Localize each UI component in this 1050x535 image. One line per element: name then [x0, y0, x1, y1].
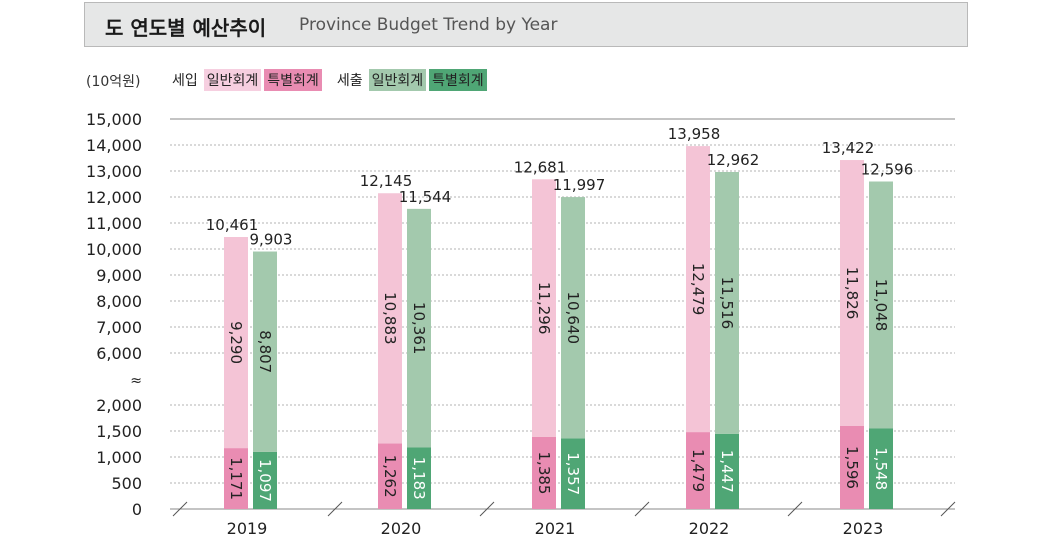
revenue-general-label: 9,290	[227, 321, 245, 364]
expenditure-special-bar	[869, 428, 893, 509]
revenue-general-label: 12,479	[689, 263, 707, 316]
revenue-total-label: 13,422	[822, 139, 875, 157]
expenditure-general-label: 10,361	[410, 302, 428, 355]
expenditure-total-label: 11,997	[553, 176, 606, 194]
legend-revenue-heading: 세입	[172, 73, 198, 89]
revenue-total-label: 12,145	[360, 172, 413, 190]
legend-expenditure-heading: 세출	[336, 73, 363, 89]
expenditure-total-label: 12,596	[861, 161, 914, 179]
revenue-special-bar	[532, 436, 556, 509]
axis-break-mark	[479, 501, 495, 517]
revenue-special-label: 1,479	[689, 449, 707, 492]
revenue-general-bar	[686, 146, 710, 433]
axis-break-mark	[172, 501, 188, 517]
revenue-general-label: 11,296	[535, 282, 553, 335]
y-tick-label: 9,000	[96, 266, 142, 285]
expenditure-special-bar	[561, 438, 585, 509]
chart-title: 도 연도별 예산추이	[105, 16, 267, 40]
y-tick-label: 12,000	[86, 188, 142, 207]
revenue-special-label: 1,262	[381, 455, 399, 498]
legend-revenue-general: 일반회계	[203, 69, 262, 91]
revenue-special-bar	[840, 426, 864, 509]
expenditure-general-label: 10,640	[564, 292, 582, 345]
revenue-general-bar	[840, 160, 864, 427]
expenditure-general-label: 11,048	[872, 279, 890, 332]
axis-break-mark	[787, 501, 803, 517]
legend-revenue-special: 특별회계	[264, 69, 322, 91]
expenditure-general-label: 11,516	[718, 277, 736, 330]
expenditure-special-label: 1,548	[872, 447, 890, 490]
expenditure-special-bar	[715, 433, 739, 509]
expenditure-special-label: 1,097	[256, 459, 274, 502]
revenue-general-bar	[532, 179, 556, 437]
y-tick-label: 500	[111, 474, 142, 493]
revenue-general-bar	[224, 237, 248, 449]
y-tick-label: 0	[132, 500, 142, 519]
y-tick-label: 14,000	[86, 136, 142, 155]
revenue-total-label: 10,461	[206, 216, 259, 234]
expenditure-special-bar	[407, 447, 431, 509]
revenue-total-label: 13,958	[668, 125, 721, 143]
expenditure-total-label: 12,962	[707, 151, 760, 169]
axis-break-mark	[940, 501, 956, 517]
x-tick-label: 2019	[227, 519, 268, 535]
x-tick-label: 2023	[843, 519, 884, 535]
legend-expenditure-general: 일반회계	[368, 69, 427, 91]
y-tick-label: 11,000	[86, 214, 142, 233]
revenue-special-bar	[378, 443, 402, 509]
expenditure-general-bar	[561, 197, 585, 439]
y-tick-label: 7,000	[96, 318, 142, 337]
expenditure-special-label: 1,357	[564, 452, 582, 495]
x-tick-label: 2021	[535, 519, 576, 535]
revenue-special-bar	[686, 432, 710, 509]
y-tick-label: 2,000	[96, 396, 142, 415]
y-tick-label: 6,000	[96, 344, 142, 363]
x-tick-label: 2022	[689, 519, 730, 535]
expenditure-general-label: 8,807	[256, 330, 274, 373]
revenue-special-label: 1,385	[535, 452, 553, 495]
revenue-special-label: 1,171	[227, 457, 245, 500]
axis-break-mark	[327, 501, 343, 517]
legend: 세입 일반회계 특별회계 세출 일반회계 특별회계	[172, 69, 490, 91]
expenditure-special-bar	[253, 451, 277, 509]
expenditure-special-label: 1,183	[410, 457, 428, 500]
expenditure-special-label: 1,447	[718, 450, 736, 493]
y-tick-label: 13,000	[86, 162, 142, 181]
y-tick-label: 10,000	[86, 240, 142, 259]
chart-subtitle: Province Budget Trend by Year	[299, 15, 558, 35]
revenue-special-bar	[224, 448, 248, 509]
title-bar: 도 연도별 예산추이 Province Budget Trend by Year	[84, 2, 968, 47]
y-tick-label: 1,000	[96, 448, 142, 467]
y-tick-label: 8,000	[96, 292, 142, 311]
revenue-general-label: 10,883	[381, 292, 399, 345]
expenditure-general-bar	[407, 208, 431, 448]
expenditure-total-label: 9,903	[250, 231, 293, 249]
expenditure-general-bar	[869, 181, 893, 429]
y-tick-label: 1,500	[96, 422, 142, 441]
revenue-general-bar	[378, 193, 402, 444]
revenue-special-label: 1,596	[843, 446, 861, 489]
revenue-total-label: 12,681	[514, 158, 567, 176]
y-tick-label: 15,000	[86, 110, 142, 129]
legend-expenditure-special: 특별회계	[429, 69, 487, 91]
unit-label: (10억원)	[86, 74, 141, 90]
revenue-general-label: 11,826	[843, 267, 861, 320]
axis-break-mark	[634, 501, 650, 517]
expenditure-general-bar	[715, 171, 739, 434]
x-tick-label: 2020	[381, 519, 422, 535]
expenditure-general-bar	[253, 251, 277, 452]
expenditure-total-label: 11,544	[399, 188, 452, 206]
y-tick-label: ≈	[130, 373, 142, 389]
